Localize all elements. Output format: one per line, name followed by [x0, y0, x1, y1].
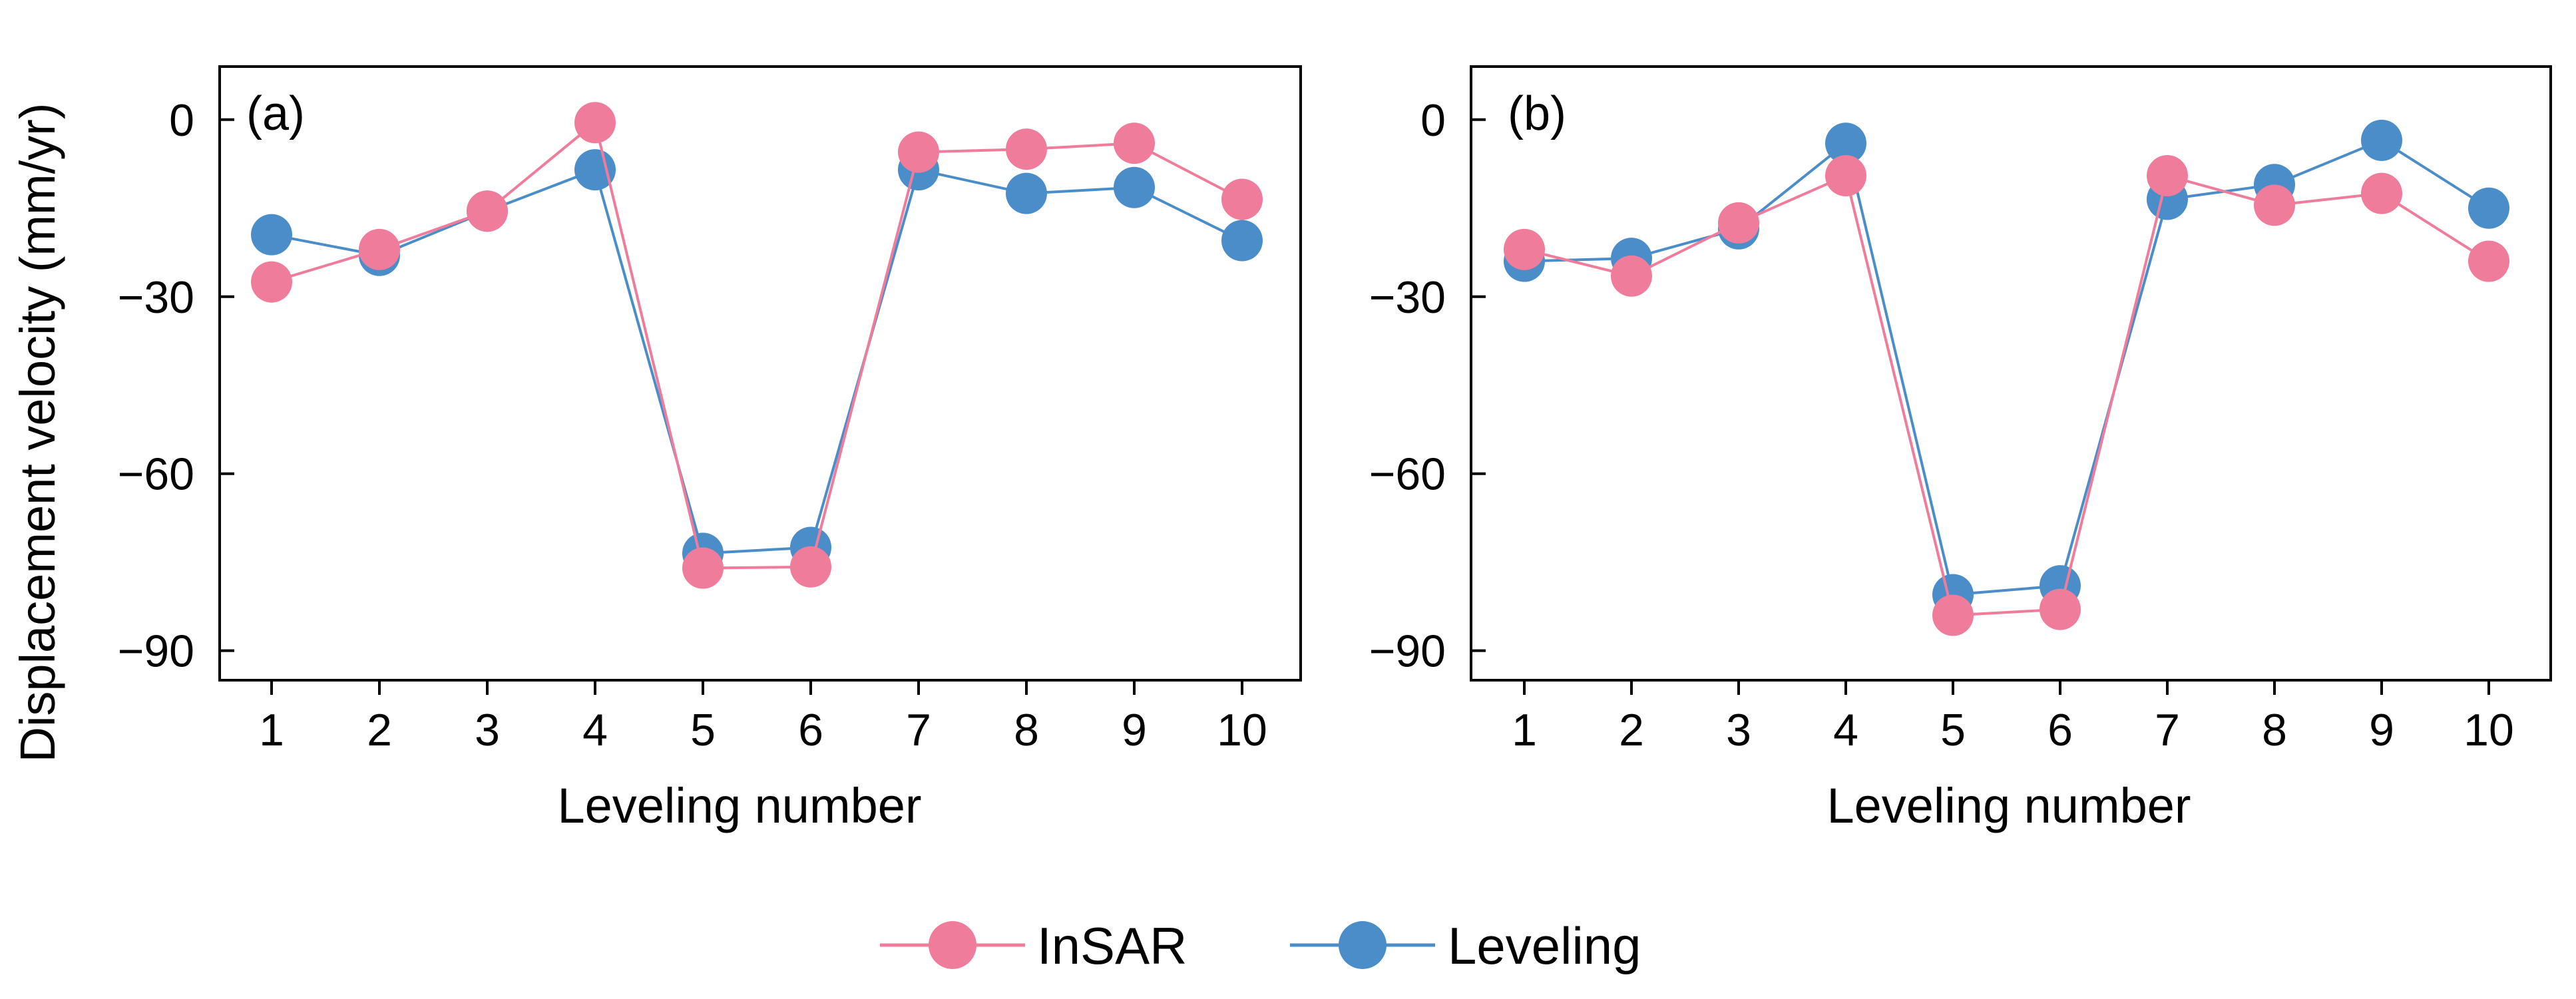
- series-line-leveling-b: [1524, 138, 2490, 596]
- data-point-insar-b: [2039, 588, 2081, 630]
- legend-marker-leveling: [1339, 921, 1387, 969]
- y-tick-label-b: −30: [1369, 272, 1446, 323]
- x-tick-label-b: 2: [1619, 705, 1644, 755]
- x-tick-label-a: 4: [582, 705, 608, 755]
- data-point-leveling-a: [1221, 220, 1263, 262]
- data-point-insar-b: [1718, 202, 1759, 244]
- x-tick-label-a: 10: [1217, 705, 1267, 755]
- x-tick-label-a: 5: [690, 705, 716, 755]
- data-point-insar-a: [574, 102, 616, 144]
- data-point-leveling-a: [1114, 166, 1155, 208]
- x-tick-label-a: 9: [1122, 705, 1147, 755]
- x-tick-label-b: 7: [2155, 705, 2180, 755]
- data-point-insar-a: [1114, 122, 1155, 164]
- x-tick-label-b: 5: [1940, 705, 1966, 755]
- data-point-insar-a: [1006, 128, 1047, 170]
- legend: InSAR Leveling: [880, 916, 1641, 975]
- series-line-insar-b: [1524, 174, 2490, 617]
- x-tick-label-a: 3: [475, 705, 500, 755]
- y-tick-label-a: −90: [118, 626, 194, 677]
- data-point-insar-a: [898, 131, 939, 173]
- x-tick-label-b: 4: [1833, 705, 1858, 755]
- data-point-insar-a: [251, 261, 292, 303]
- panel-label-b: (b): [1508, 87, 1566, 140]
- x-tick-label-b: 9: [2369, 705, 2394, 755]
- legend-label-insar: InSAR: [1037, 916, 1187, 975]
- x-tick-label-b: 6: [2047, 705, 2073, 755]
- x-tick-label-b: 3: [1726, 705, 1751, 755]
- y-tick-label-b: −60: [1369, 449, 1446, 500]
- y-tick-label-a: −60: [118, 449, 194, 500]
- data-point-insar-b: [1932, 594, 1974, 636]
- marks-b: 0 −30 −60 −90 1 2 3 4 5 6 7 8 9 10: [1369, 95, 2514, 755]
- data-point-leveling-a: [1006, 172, 1047, 214]
- panel-label-a: (a): [246, 87, 305, 140]
- data-point-insar-a: [1221, 178, 1263, 220]
- data-point-insar-a: [359, 228, 400, 270]
- x-tick-label-a: 7: [906, 705, 931, 755]
- x-axis-title-b: Leveling number: [1826, 778, 2191, 833]
- data-point-insar-b: [2147, 155, 2188, 197]
- x-tick-label-a: 1: [259, 705, 284, 755]
- data-point-insar-a: [682, 547, 724, 589]
- marks-a: 0 −30 −60 −90 1 2 3 4 5 6 7 8 9 10: [118, 95, 1267, 755]
- y-tick-label-b: 0: [1420, 95, 1446, 146]
- y-tick-label-a: 0: [169, 95, 194, 146]
- y-tick-label-b: −90: [1369, 626, 1446, 677]
- x-tick-label-a: 2: [367, 705, 392, 755]
- data-point-insar-b: [2254, 184, 2295, 226]
- x-tick-label-a: 6: [798, 705, 823, 755]
- data-point-leveling-a: [251, 214, 292, 256]
- legend-label-leveling: Leveling: [1448, 916, 1641, 975]
- series-line-leveling-a: [271, 168, 1243, 555]
- x-tick-label-b: 1: [1512, 705, 1537, 755]
- plot-frame-b: [1470, 65, 2552, 682]
- data-point-insar-b: [2361, 172, 2402, 214]
- data-point-leveling-b: [1825, 122, 1866, 164]
- x-tick-label-b: 10: [2464, 705, 2514, 755]
- x-tick-label-b: 8: [2262, 705, 2287, 755]
- y-axis-title: Displacement velocity (mm/yr): [10, 103, 65, 763]
- data-point-insar-b: [1825, 155, 1866, 197]
- panel-b: (b) Leveling number 0 −30 −60 −90 1 2 3 4 5 6 7 8 9 1…: [1369, 65, 2552, 833]
- legend-marker-insar: [929, 921, 976, 969]
- data-point-leveling-b: [2361, 119, 2402, 161]
- data-point-leveling-b: [2468, 187, 2509, 229]
- y-tick-label-a: −30: [118, 272, 194, 323]
- x-tick-label-a: 8: [1014, 705, 1039, 755]
- data-point-insar-a: [467, 190, 508, 232]
- x-axis-title-a: Leveling number: [557, 778, 921, 833]
- data-point-insar-b: [1611, 255, 1652, 297]
- series-line-insar-a: [271, 120, 1243, 570]
- plot-frame-a: [218, 65, 1302, 682]
- panel-a: (a) Leveling number 0 −30 −60 −90 1 2 3 4 5 6 7 8 9 1…: [118, 65, 1302, 833]
- data-point-leveling-a: [574, 149, 616, 191]
- data-point-insar-b: [2468, 240, 2509, 282]
- data-point-insar-b: [1504, 228, 1545, 270]
- data-point-insar-a: [790, 546, 831, 588]
